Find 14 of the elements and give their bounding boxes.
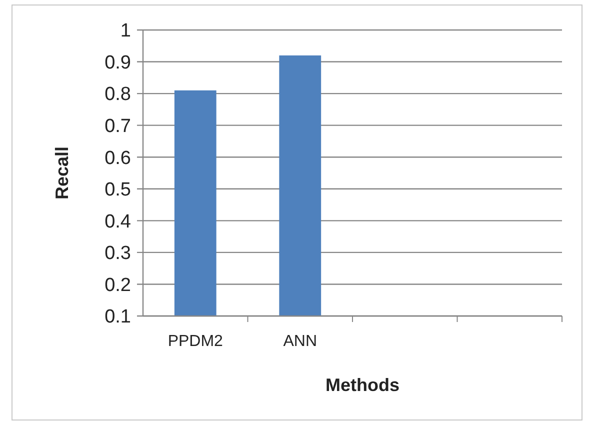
y-axis-title: Recall — [52, 146, 72, 200]
y-tick-label: 0.9 — [104, 52, 131, 74]
x-tick-label: ANN — [283, 333, 318, 350]
y-tick-label: 0.3 — [104, 243, 131, 264]
y-tick-label: 0.7 — [104, 116, 131, 137]
y-tick-label: 0.1 — [104, 306, 131, 328]
y-tick-label: 0.4 — [104, 211, 132, 232]
y-tick-label: 0.8 — [104, 84, 131, 106]
y-tick-label: 0.5 — [104, 180, 131, 201]
x-axis-title: Methods — [326, 375, 400, 395]
y-tick-label: 0.2 — [104, 274, 131, 296]
y-tick-label: 1 — [120, 20, 131, 42]
x-tick-label: PPDM2 — [168, 333, 224, 350]
y-tick-label: 0.6 — [104, 148, 131, 169]
